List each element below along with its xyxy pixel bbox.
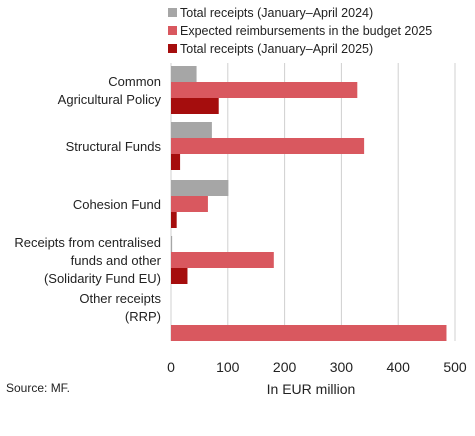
bar	[171, 252, 274, 268]
bar	[171, 138, 365, 154]
legend-label: Total receipts (January–April 2024)	[180, 6, 373, 20]
x-tick-label: 400	[387, 359, 411, 375]
category-label: Structural Funds	[66, 139, 162, 154]
bar	[171, 66, 197, 82]
category-labels: Common Agricultural Policy Structural Fund…	[14, 74, 161, 324]
bar	[171, 82, 358, 98]
bar	[171, 196, 208, 212]
bar	[171, 98, 219, 114]
legend-label: Expected reimbursements in the budget 20…	[180, 24, 432, 38]
x-tick-label: 200	[273, 359, 297, 375]
legend: Total receipts (January–April 2024) Expec…	[168, 6, 432, 56]
bar	[171, 268, 188, 284]
bar	[171, 325, 447, 341]
category-label: Other receipts (RRP)	[79, 291, 161, 324]
x-tick-label: 0	[167, 359, 175, 375]
legend-swatch	[168, 8, 177, 17]
category-label: Common Agricultural Policy	[58, 74, 162, 107]
bar	[171, 236, 173, 252]
x-tick-label: 500	[443, 359, 467, 375]
category-label: Receipts from centralised funds and other…	[14, 235, 161, 286]
category-label: Cohesion Fund	[73, 197, 161, 212]
x-axis-ticks: 0 100 200 300 400 500	[167, 359, 467, 375]
bar	[171, 212, 177, 228]
bar	[171, 180, 229, 196]
legend-swatch	[168, 26, 177, 35]
x-tick-label: 300	[330, 359, 354, 375]
gridlines	[170, 63, 456, 341]
bars	[171, 66, 447, 341]
source-note: Source: MF.	[6, 381, 70, 395]
bar	[171, 154, 181, 170]
x-tick-label: 100	[216, 359, 240, 375]
legend-swatch	[168, 44, 177, 53]
legend-label: Total receipts (January–April 2025)	[180, 42, 373, 56]
bar	[171, 122, 212, 138]
x-axis-title: In EUR million	[267, 381, 356, 397]
